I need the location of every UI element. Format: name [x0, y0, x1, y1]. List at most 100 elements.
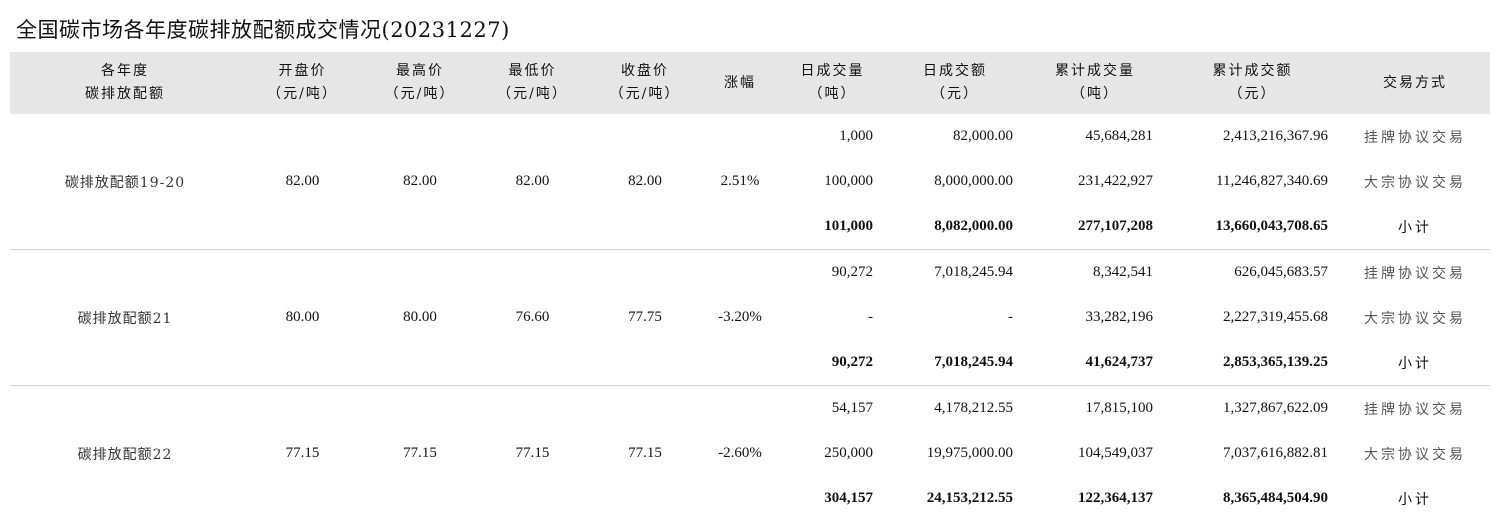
cell-amt: - [1008, 309, 1013, 325]
header-line: 日成交量 [800, 63, 865, 79]
cell-high: 80.00 [365, 249, 475, 386]
cell-cum-vol: 17,815,100 [1085, 400, 1154, 416]
cell-change: -2.60% [718, 445, 762, 461]
cell-amt: 7,018,245.94 [885, 340, 1025, 386]
header-change: 涨幅 [700, 52, 780, 114]
cell-amt: 19,975,000.00 [926, 445, 1013, 461]
cell-cum-vol: 41,624,737 [1025, 340, 1165, 386]
cell-cum-amt: 11,246,827,340.69 [1216, 173, 1328, 189]
cell-amt: 4,178,212.55 [934, 400, 1013, 416]
cell-change: -3.20% [700, 249, 780, 386]
header-cumulative-amount: 累计成交额 （元） [1165, 52, 1340, 114]
cell-open: 80.00 [240, 249, 365, 386]
cell-cum-vol: 277,107,208 [1025, 204, 1165, 250]
cell-mode: 小计 [1340, 204, 1490, 250]
header-year-quota: 各年度 碳排放配额 [10, 52, 240, 114]
cell-low: 82.00 [475, 114, 590, 250]
header-line: （元） [931, 86, 979, 102]
cell-amt: 7,018,245.94 [934, 264, 1013, 280]
cell-vol: 250,000 [824, 445, 873, 461]
cell-close: 82.00 [590, 114, 700, 250]
header-low-price: 最低价 （元/吨） [475, 52, 590, 114]
cell-amt: 24,153,212.55 [926, 490, 1013, 506]
table-row: 100,000 8,000,000.00 231,422,927 11,246,827… [10, 159, 1490, 204]
header-line: 日成交额 [923, 63, 987, 79]
cell-cum-amt: 7,037,616,882.81 [1223, 445, 1328, 461]
header-line: （元） [1228, 86, 1277, 102]
cell-cum-amt: 1,327,867,622.09 [1223, 400, 1328, 416]
cell-vol: 101,000 [780, 204, 885, 250]
cell-low: 77.15 [515, 445, 550, 461]
header-line: （吨） [1071, 86, 1119, 102]
cell-cum-amt: 13,660,043,708.65 [1165, 204, 1340, 250]
header-cumulative-volume: 累计成交量 （吨） [1025, 52, 1165, 114]
header-line: 最低价 [508, 63, 557, 79]
cell-mode: 大宗协议交易 [1364, 310, 1466, 327]
cell-mode: 大宗协议交易 [1364, 446, 1466, 463]
cell-cum-amt: 2,413,216,367.96 [1223, 128, 1328, 144]
subtotal-row: 101,000 8,082,000.00 277,107,208 13,660,043… [10, 204, 1490, 250]
cell-close: 77.75 [590, 249, 700, 386]
header-line: 碳排放配额 [85, 86, 165, 102]
table-row: 碳排放配额22 77.15 77.15 77.15 77.15 -2.60% 54,157 4… [10, 386, 1490, 463]
header-line: （元/吨） [267, 86, 338, 102]
header-line: （元/吨） [384, 86, 456, 102]
cell-open: 77.15 [285, 445, 320, 461]
cell-mode: 挂牌协议交易 [1364, 401, 1466, 418]
page-title: 全国碳市场各年度碳排放配额成交情况(20231227) [16, 18, 510, 42]
header-close-price: 收盘价 （元/吨） [590, 52, 700, 114]
trading-table: 各年度 碳排放配额 开盘价 （元/吨） 最高价 （元/吨） 最低价 （元/吨） 收盘价 （元/吨）… [10, 52, 1490, 521]
header-high-price: 最高价 （元/吨） [365, 52, 475, 114]
cell-mode: 大宗协议交易 [1364, 174, 1466, 191]
cell-mode: 小计 [1340, 340, 1490, 386]
cell-cum-vol: 33,282,196 [1085, 309, 1154, 325]
cell-close: 77.15 [628, 445, 662, 461]
subtotal-row: 90,272 7,018,245.94 41,624,737 2,853,365,13… [10, 340, 1490, 386]
cell-amt: 8,082,000.00 [885, 204, 1025, 250]
cell-cum-amt: 8,365,484,504.90 [1223, 490, 1328, 506]
header-line: （吨） [808, 86, 857, 102]
cell-vol: 54,157 [831, 400, 873, 416]
table-row: 碳排放配额19-20 82.00 82.00 82.00 82.00 2.51% 1,000… [10, 114, 1490, 250]
cell-cum-amt: 2,227,319,455.68 [1223, 309, 1328, 325]
cell-cum-vol: 8,342,541 [1093, 264, 1153, 280]
cell-vol: 304,157 [824, 490, 873, 506]
cell-vol: 100,000 [824, 173, 873, 189]
table-row: - - 33,282,196 2,227,319,455.68 大宗协议交易 [10, 295, 1490, 340]
cell-vol: 90,272 [780, 340, 885, 386]
cell-vol: 90,272 [831, 264, 873, 280]
cell-name: 碳排放配额22 [77, 446, 173, 463]
cell-low: 76.60 [475, 249, 590, 386]
cell-cum-amt: 2,853,365,139.25 [1165, 340, 1340, 386]
header-line: 累计成交量 [1055, 63, 1135, 79]
cell-mode: 挂牌协议交易 [1364, 265, 1466, 282]
header-line: 收盘价 [621, 63, 669, 79]
header-line: 累计成交额 [1212, 63, 1293, 79]
cell-amt: 8,000,000.00 [934, 173, 1013, 189]
cell-mode: 挂牌协议交易 [1364, 129, 1466, 146]
header-line: 交易方式 [1383, 74, 1447, 91]
header-line: 涨幅 [724, 74, 756, 91]
header-line: 开盘价 [278, 63, 327, 79]
header-line: （元/吨） [497, 86, 568, 102]
cell-name: 碳排放配额21 [10, 249, 240, 386]
header-trade-mode: 交易方式 [1340, 52, 1490, 114]
cell-change: 2.51% [700, 114, 780, 250]
cell-cum-amt: 626,045,683.57 [1234, 264, 1328, 280]
cell-vol: - [868, 309, 873, 325]
header-line: 最高价 [396, 63, 444, 79]
header-row: 各年度 碳排放配额 开盘价 （元/吨） 最高价 （元/吨） 最低价 （元/吨） 收盘价 （元/吨）… [10, 52, 1490, 114]
header-open-price: 开盘价 （元/吨） [240, 52, 365, 114]
cell-mode: 小计 [1398, 491, 1432, 508]
cell-cum-vol: 45,684,281 [1085, 128, 1154, 144]
header-line: （元/吨） [609, 86, 681, 102]
header-daily-amount: 日成交额 （元） [885, 52, 1025, 114]
table-row: 碳排放配额21 80.00 80.00 76.60 77.75 -3.20% 90,272 7… [10, 249, 1490, 386]
header-daily-volume: 日成交量 （吨） [780, 52, 885, 114]
cell-cum-vol: 231,422,927 [1078, 173, 1153, 189]
table-row: 250,000 19,975,000.00 104,549,037 7,037,616… [10, 431, 1490, 476]
cell-cum-vol: 104,549,037 [1078, 445, 1153, 461]
cell-name: 碳排放配额19-20 [10, 114, 240, 250]
subtotal-row: 304,157 24,153,212.55 122,364,137 8,365,484… [10, 476, 1490, 521]
cell-cum-vol: 122,364,137 [1078, 490, 1153, 506]
